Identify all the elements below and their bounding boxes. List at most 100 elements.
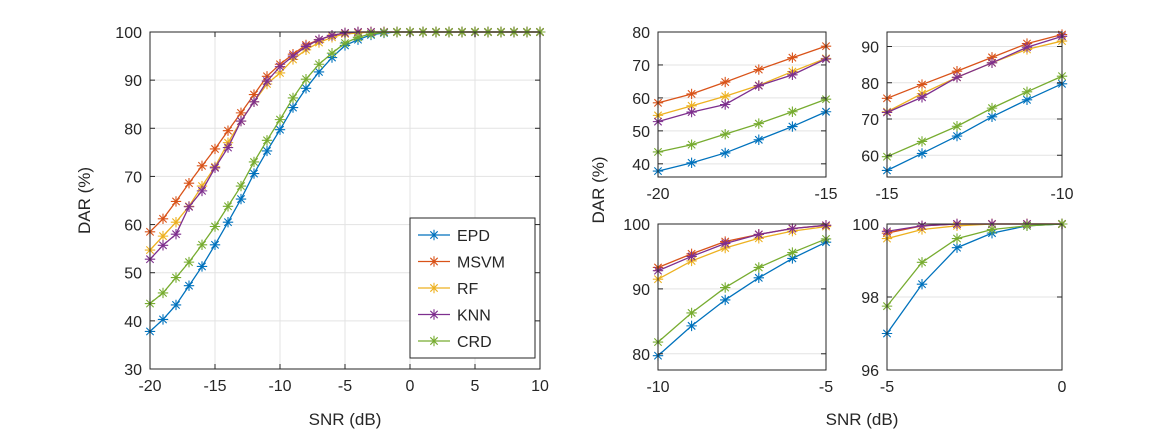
x-tick-label: -10 xyxy=(646,379,669,396)
data-point xyxy=(720,128,731,140)
data-point xyxy=(787,69,798,81)
legend-label: RF xyxy=(457,281,479,298)
data-point xyxy=(986,111,998,123)
grid xyxy=(887,46,1062,156)
data-point xyxy=(170,299,182,311)
y-tick-label: 70 xyxy=(861,112,879,129)
data-point xyxy=(274,124,286,135)
data-point xyxy=(235,180,247,192)
data-point xyxy=(916,279,928,290)
data-point xyxy=(753,262,764,273)
x-tick-label: -15 xyxy=(875,186,898,203)
data-point xyxy=(753,229,764,240)
legend-marker xyxy=(428,335,440,347)
y-tick-label: 70 xyxy=(124,169,142,186)
data-point xyxy=(157,213,169,224)
series-line xyxy=(657,98,827,153)
data-point xyxy=(986,224,998,235)
data-point xyxy=(720,282,731,293)
y-tick-label: 50 xyxy=(124,266,142,283)
x-axis-label: SNR (dB) xyxy=(309,410,382,429)
data-point xyxy=(300,73,312,85)
x-tick-label: -5 xyxy=(880,379,894,396)
data-point xyxy=(248,168,260,179)
data-point xyxy=(720,76,731,88)
data-point xyxy=(686,307,697,319)
data-point xyxy=(183,201,195,212)
data-point xyxy=(787,121,798,132)
data-point xyxy=(209,239,221,250)
data-point xyxy=(753,134,764,145)
y-tick-label: 60 xyxy=(632,91,650,108)
data-point xyxy=(183,256,195,268)
plot-area xyxy=(658,224,826,370)
data-point xyxy=(261,135,273,146)
y-tick-label: 80 xyxy=(861,76,879,93)
data-point xyxy=(986,57,998,69)
data-point xyxy=(248,156,260,168)
data-point xyxy=(720,294,731,306)
data-point xyxy=(916,257,928,268)
data-point xyxy=(951,233,963,244)
data-point xyxy=(183,177,195,189)
data-point xyxy=(753,64,764,75)
data-point xyxy=(157,314,169,325)
y-tick-label: 40 xyxy=(124,314,142,331)
series-line xyxy=(657,45,827,104)
data-point xyxy=(222,125,234,136)
series-line xyxy=(657,224,827,272)
data-point xyxy=(209,143,221,155)
data-point xyxy=(686,251,697,262)
right-panels-xlabel: SNR (dB) xyxy=(826,410,899,429)
x-tick-label: 0 xyxy=(1058,379,1067,396)
data-point xyxy=(365,28,377,40)
data-point xyxy=(157,287,169,299)
series-line xyxy=(886,35,1063,114)
y-tick-label: 100 xyxy=(852,217,879,234)
data-point xyxy=(209,162,221,173)
legend-label: CRD xyxy=(457,334,492,351)
y-tick-label: 90 xyxy=(861,40,879,57)
axes-3: -15 -10 60 70 80 90 xyxy=(861,29,1074,203)
legend-item: RF xyxy=(418,281,479,298)
x-tick-label: -15 xyxy=(203,378,226,395)
data-point xyxy=(300,41,312,52)
data-point xyxy=(986,102,998,114)
y-tick-label: 80 xyxy=(124,121,142,138)
data-point xyxy=(686,106,697,118)
data-point xyxy=(248,89,260,100)
data-point xyxy=(720,147,731,159)
axes-box xyxy=(886,31,1063,178)
data-point xyxy=(787,52,798,63)
data-point xyxy=(170,216,182,228)
data-point xyxy=(261,145,273,157)
data-point xyxy=(720,91,731,102)
data-point xyxy=(170,229,182,240)
x-tick-label: -5 xyxy=(338,378,352,395)
x-tick-label: -10 xyxy=(268,378,291,395)
y-tick-label: 100 xyxy=(115,25,142,42)
data-point xyxy=(313,59,325,70)
data-point xyxy=(951,242,963,253)
data-point xyxy=(274,67,286,79)
data-point xyxy=(753,272,764,284)
legend-marker xyxy=(428,282,440,294)
data-point xyxy=(787,247,798,258)
series-line xyxy=(657,241,827,357)
data-point xyxy=(787,223,798,234)
data-point xyxy=(951,130,963,142)
data-point xyxy=(196,239,208,250)
data-point xyxy=(170,196,182,207)
data-point xyxy=(313,34,325,45)
x-tick-label: -5 xyxy=(819,379,833,396)
axes-2: -20 -15 40 50 60 70 80 xyxy=(632,25,837,203)
y-tick-label: 60 xyxy=(124,218,142,235)
y-tick-label: 90 xyxy=(124,73,142,90)
data-point xyxy=(196,160,208,172)
axes-5: -5 0 96 98 100 xyxy=(852,217,1068,396)
data-point xyxy=(753,80,764,91)
data-point xyxy=(274,114,286,125)
data-point xyxy=(313,66,325,78)
series-line xyxy=(657,57,827,117)
legend-label: EPD xyxy=(457,228,490,245)
